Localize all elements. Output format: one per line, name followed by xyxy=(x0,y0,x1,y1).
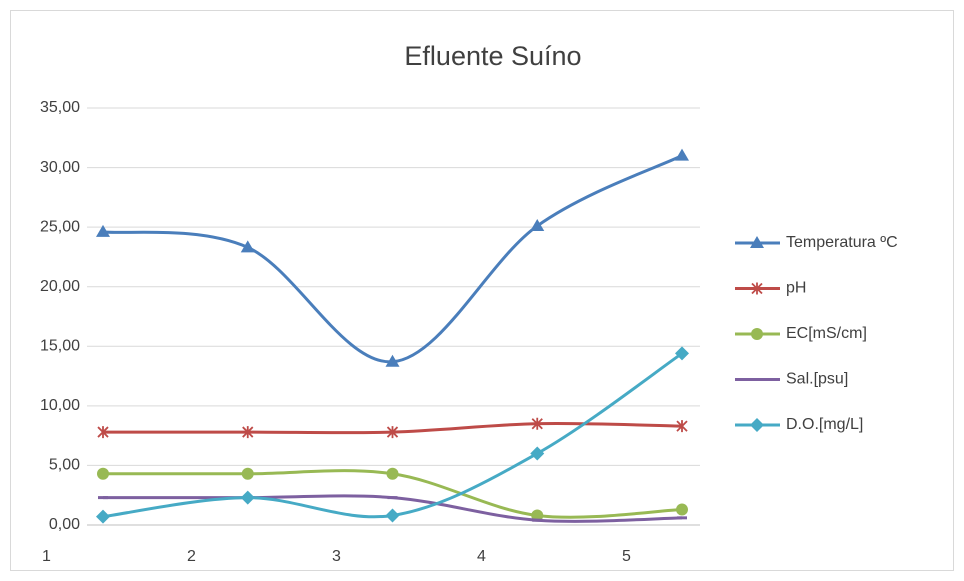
x-tick-label: 1 xyxy=(42,548,51,565)
marker xyxy=(531,509,544,522)
x-tick-label: 5 xyxy=(622,548,631,565)
x-tick-label: 2 xyxy=(187,548,196,565)
legend-label: EC[mS/cm] xyxy=(786,325,867,342)
y-tick-label: 20,00 xyxy=(40,278,80,295)
marker xyxy=(240,490,255,505)
chart-title: Efluente Suíno xyxy=(404,41,581,71)
x-tick-label: 4 xyxy=(477,548,486,565)
marker xyxy=(96,509,110,524)
legend-marker xyxy=(750,236,764,248)
legend-label: Temperatura ºC xyxy=(786,234,898,251)
marker xyxy=(386,426,399,439)
x-tick-label: 3 xyxy=(332,548,341,565)
marker xyxy=(531,417,543,430)
marker xyxy=(530,218,545,231)
marker xyxy=(97,467,109,480)
marker xyxy=(675,148,689,161)
marker xyxy=(385,354,400,367)
y-tick-label: 25,00 xyxy=(40,218,80,235)
y-tick-label: 35,00 xyxy=(40,99,80,116)
y-tick-label: 30,00 xyxy=(40,159,80,176)
marker xyxy=(385,508,400,523)
legend-marker xyxy=(750,418,764,432)
marker xyxy=(241,467,254,480)
marker xyxy=(97,426,109,439)
marker xyxy=(96,224,110,237)
legend-label: D.O.[mg/L] xyxy=(786,416,863,433)
legend-label: Sal.[psu] xyxy=(786,371,848,388)
y-tick-label: 15,00 xyxy=(40,338,80,355)
marker xyxy=(676,420,688,433)
y-tick-label: 5,00 xyxy=(49,457,80,474)
marker xyxy=(676,503,688,516)
marker xyxy=(240,240,255,253)
legend-marker xyxy=(751,328,763,340)
y-tick-label: 0,00 xyxy=(49,516,80,533)
chart-border xyxy=(10,10,954,571)
marker xyxy=(242,426,254,439)
marker xyxy=(675,346,689,361)
legend-label: pH xyxy=(786,280,806,297)
y-tick-label: 10,00 xyxy=(40,397,80,414)
legend-marker xyxy=(751,282,763,295)
marker xyxy=(386,467,399,480)
marker xyxy=(530,446,545,461)
